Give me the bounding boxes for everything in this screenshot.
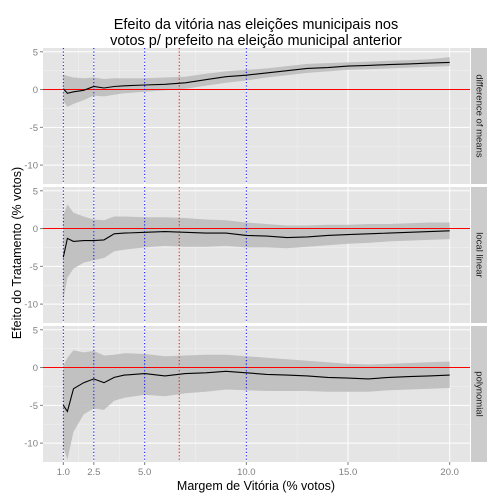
facet-strip xyxy=(471,326,487,462)
y-tick-label: 0 xyxy=(33,85,38,96)
x-tick-label: 10.0 xyxy=(237,467,256,478)
facet-strip-label: local linear xyxy=(474,232,485,277)
y-tick-label: 5 xyxy=(33,325,38,336)
y-tick-label: -5 xyxy=(30,123,38,134)
y-tick-label: -10 xyxy=(24,439,38,450)
series-line xyxy=(62,370,450,413)
chart-title-line-1: Efeito da vitória nas eleições municipai… xyxy=(114,17,399,33)
x-axis: 1.0 2.5 5.0 10.0 15.0 20.0 xyxy=(57,462,459,478)
x-tick-label: 15.0 xyxy=(339,467,358,478)
x-tick-label: 5.0 xyxy=(138,467,151,478)
confidence-ribbon xyxy=(63,57,450,107)
facet-strip-label: difference of means xyxy=(474,74,485,158)
facet-strip xyxy=(471,48,487,184)
y-tick-label: -5 xyxy=(30,401,38,412)
y-tick-label: 5 xyxy=(33,186,38,197)
y-tick-label: -10 xyxy=(24,300,38,311)
chart-title-line-2: votos p/ prefeito na eleição municipal a… xyxy=(110,33,402,49)
y-tick-label: 0 xyxy=(33,363,38,374)
y-tick-label: 5 xyxy=(33,47,38,58)
y-axis-label: Efeito do Tratamento (% votos) xyxy=(10,167,24,339)
panel-2: -10 -5 0 5 local linear xyxy=(24,186,487,323)
y-tick-label: 0 xyxy=(33,224,38,235)
series-line xyxy=(62,230,450,258)
y-tick-label: -10 xyxy=(24,161,38,172)
facet-strip-label: polynomial xyxy=(474,371,485,416)
confidence-ribbon xyxy=(63,350,450,460)
facet-strip xyxy=(471,187,487,323)
x-tick-label: 20.0 xyxy=(440,467,459,478)
series-line xyxy=(62,61,450,94)
x-tick-label: 2.5 xyxy=(87,467,100,478)
x-tick-label: 1.0 xyxy=(57,467,70,478)
x-axis-label: Margem de Vitória (% votos) xyxy=(177,479,335,493)
panel-background xyxy=(43,48,470,184)
panel-3: -10 -5 0 5 polynomial xyxy=(24,325,487,462)
panels-group: -10 -5 0 5 difference of means -10 -5 0 5 local l… xyxy=(24,47,487,462)
y-tick-label: -5 xyxy=(30,262,38,273)
panel-1: -10 -5 0 5 difference of means xyxy=(24,47,487,184)
